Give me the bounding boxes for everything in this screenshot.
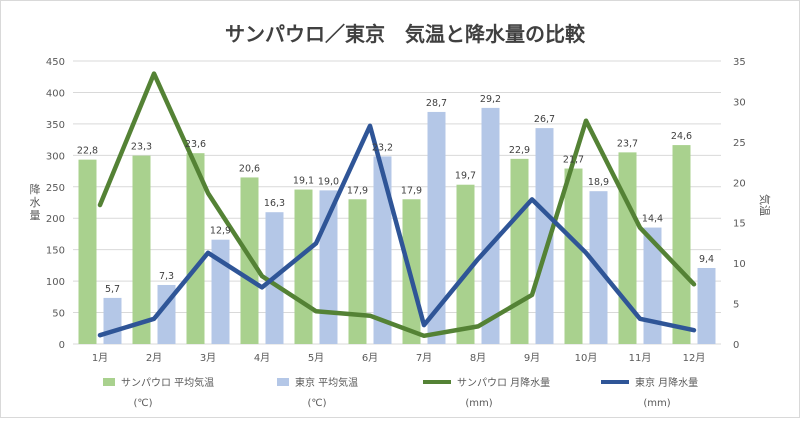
y-right-tick-label: 15 [733,219,746,230]
bar-data-label: 23,6 [185,139,206,150]
legend-unit: (mm) [465,398,492,409]
y-right-tick-label: 35 [733,57,746,68]
bar-data-label: 22,9 [509,145,530,156]
y-right-tick-label: 25 [733,138,746,149]
bar-data-label: 22,8 [77,146,98,157]
y-right-tick-label: 0 [733,340,739,351]
y-right-tick-label: 10 [733,259,746,270]
x-tick-label: 4月 [254,352,270,364]
bar-data-label: 28,7 [426,98,447,109]
x-tick-label: 11月 [629,352,652,364]
bar-data-label: 14,4 [642,214,663,225]
x-tick-label: 7月 [416,352,432,364]
y-right-tick-label: 30 [733,97,746,108]
bar [510,158,529,344]
y-right-tick-label: 20 [733,178,746,189]
y-left-tick-label: 100 [46,277,65,288]
bar-data-label: 7,3 [159,271,174,282]
y-left-tick-label: 350 [46,120,65,131]
bar-data-label: 23,3 [131,142,152,153]
series-line [97,123,697,338]
bar [348,199,367,344]
bar [186,153,205,344]
bar-data-label: 18,9 [588,177,609,188]
x-tick-label: 9月 [524,352,540,364]
y-left-tick-label: 300 [46,151,65,162]
bar-data-label: 16,3 [264,198,285,209]
bar-data-label: 26,7 [534,114,555,125]
bar [672,145,691,344]
y-left-tick-label: 200 [46,214,65,225]
y-right-axis-title: 気温 [758,194,772,216]
bar-data-label: 5,7 [105,284,120,295]
bar-data-label: 17,9 [401,185,422,196]
bar-data-label: 21,7 [563,155,584,166]
bar-data-label: 23,2 [372,142,393,153]
chart-title: サンパウロ／東京 気温と降水量の比較 [225,22,586,46]
legend-unit: (mm) [643,398,670,409]
legend-swatch [103,378,115,386]
y-right-tick-label: 5 [733,300,739,311]
y-left-axis-title: 降水量 [30,182,41,222]
legend-unit: (℃) [307,398,326,409]
y-left-tick-label: 150 [46,246,65,257]
x-tick-label: 10月 [575,352,598,364]
bar-data-label: 23,7 [617,138,638,149]
bar-data-label: 19,7 [455,171,476,182]
y-left-tick-label: 450 [46,57,65,68]
x-tick-label: 3月 [200,352,216,364]
bar-data-label: 19,0 [318,176,339,187]
series-line [97,71,697,339]
axes: 0 50 100 150 200 250 300 350 400 450 0 5 10 15 20 25 30 3… [30,57,773,364]
bar-data-label: 17,9 [347,185,368,196]
y-left-tick-label: 0 [59,340,65,351]
bar-data-labels: 22,8 23,3 23,6 20,6 19,1 17,9 17,9 19,7 22,9 21,7… [77,94,714,295]
bar [481,107,500,344]
x-tick-label: 5月 [308,352,324,364]
bar [427,111,446,344]
x-tick-label: 1月 [92,352,108,364]
bar [373,156,392,344]
bar [294,189,313,344]
legend-label: 東京 平均気温 [295,376,358,389]
x-tick-label: 8月 [470,352,486,364]
x-tick-label: 2月 [146,352,162,364]
bar-series [78,107,716,344]
bar-data-label: 9,4 [699,254,714,265]
bar-data-label: 20,6 [239,163,260,174]
bar-data-label: 24,6 [671,131,692,142]
bar [643,227,662,344]
y-left-tick-label: 250 [46,183,65,194]
y-left-tick-label: 400 [46,88,65,99]
legend-unit: (℃) [133,398,152,409]
bar [618,152,637,344]
legend-swatch [277,378,289,386]
bar-data-label: 12,9 [210,226,231,237]
bar [132,155,151,344]
x-tick-label: 12月 [683,352,706,364]
legend-label: サンパウロ 平均気温 [121,376,214,389]
bar [78,159,97,344]
x-tick-label: 6月 [362,352,378,364]
bar [564,168,583,344]
y-left-tick-label: 50 [52,309,65,320]
bar-data-label: 19,1 [293,176,314,187]
legend-label: サンパウロ 月降水量 [457,376,550,389]
legend: サンパウロ 平均気温 (℃) 東京 平均気温 (℃) サンパウロ 月降水量 (mm) 東京 … [103,376,698,409]
bar [535,128,554,344]
legend-label: 東京 月降水量 [635,376,698,389]
bar-data-label: 29,2 [480,94,501,105]
line-series [97,71,697,339]
bar [697,267,716,344]
bar [456,184,475,344]
bar [103,297,122,344]
